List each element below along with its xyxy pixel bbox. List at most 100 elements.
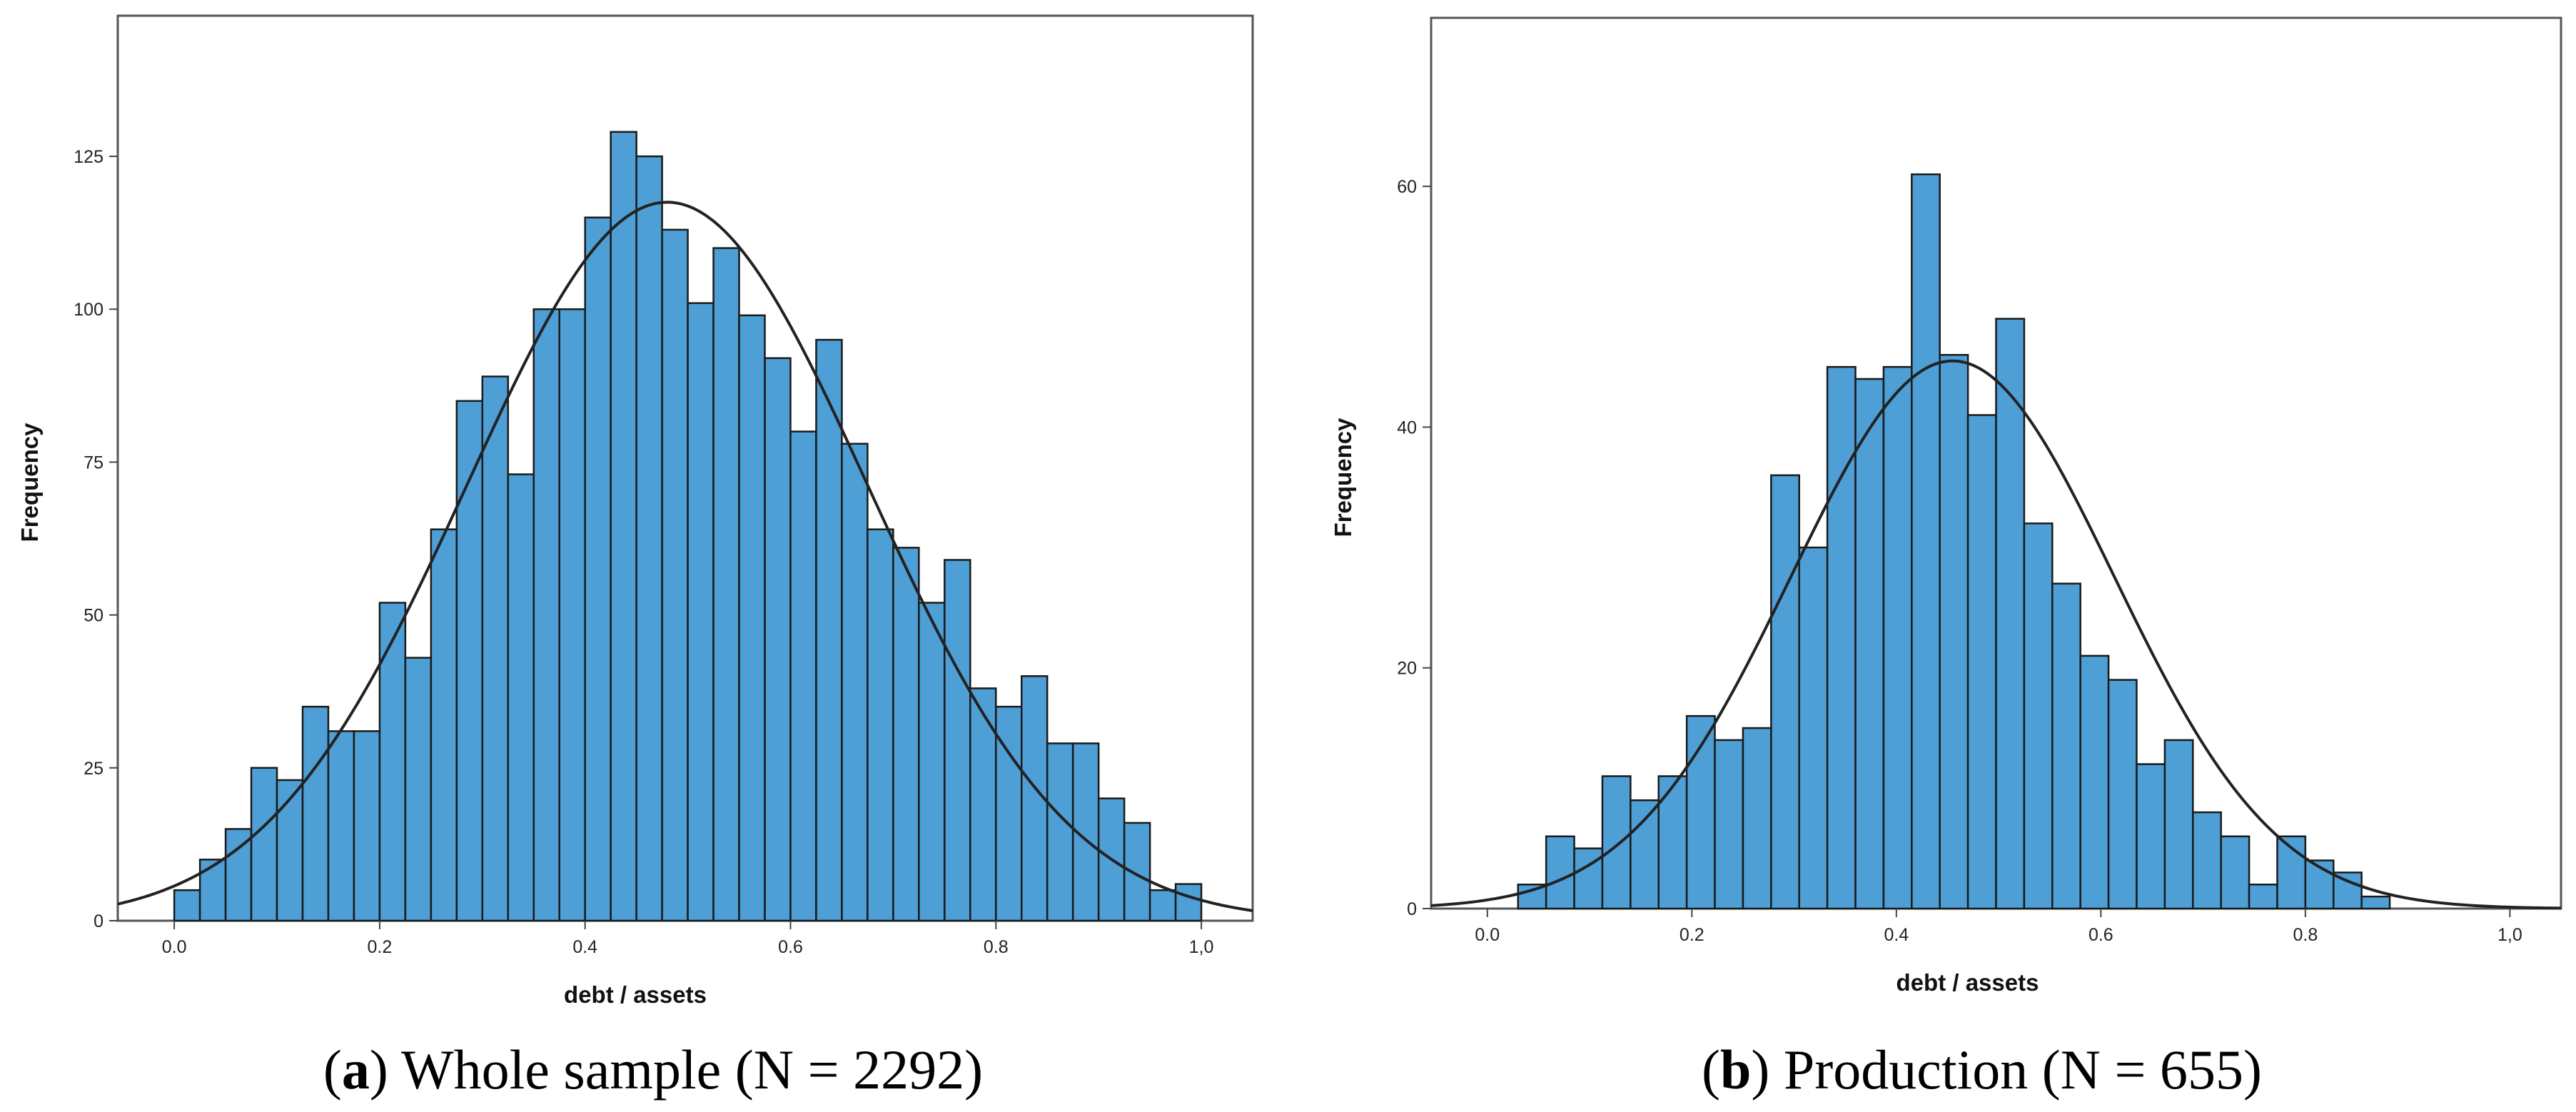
bar-a-5 (301, 705, 330, 922)
bar-a-26 (841, 443, 869, 922)
y-tick-label-a-1: 25 (84, 759, 103, 779)
y-tick-label-a-2: 50 (84, 606, 103, 626)
y-tick-label-b-3: 60 (1397, 177, 1417, 197)
bar-a-9 (404, 657, 433, 922)
bar-b-15 (1939, 353, 1969, 910)
bar-b-30 (2360, 895, 2391, 910)
bar-a-16 (584, 216, 612, 922)
caption-letter-b: b (1720, 1038, 1751, 1101)
bar-a-23 (764, 357, 792, 922)
bar-a-28 (892, 547, 920, 922)
bar-b-20 (2079, 654, 2110, 910)
x-tick-label-b-3: 0.6 (2088, 925, 2113, 945)
y-axis-b: 0 20 40 60 (1397, 177, 1431, 919)
bar-a-0 (173, 889, 201, 922)
bar-b-11 (1826, 365, 1857, 910)
bar-b-9 (1770, 474, 1800, 910)
bar-b-29 (2333, 871, 2363, 910)
bar-a-1 (198, 859, 227, 922)
bar-a-38 (1148, 889, 1177, 922)
x-tick-label-a-3: 0.6 (778, 937, 803, 957)
y-axis-title-b: Frequency (1330, 418, 1356, 537)
caption-text-b: ) Production (N = 655) (1751, 1038, 2262, 1101)
x-tick-label-b-5: 1,0 (2497, 925, 2522, 945)
x-tick-label-b-2: 0.4 (1884, 925, 1909, 945)
bar-b-25 (2220, 835, 2251, 910)
bar-a-2 (224, 828, 253, 922)
bar-a-15 (558, 308, 586, 922)
caption-text-a: ) Whole sample (N = 2292) (370, 1038, 983, 1101)
bar-a-18 (635, 155, 663, 922)
bar-b-24 (2192, 811, 2222, 910)
y-axis-title-a: Frequency (16, 423, 43, 542)
bar-a-6 (327, 730, 355, 922)
bar-b-10 (1798, 546, 1829, 910)
bar-b-16 (1966, 414, 1997, 910)
bar-a-34 (1046, 742, 1074, 922)
bar-a-29 (918, 602, 946, 922)
bar-b-1 (1545, 835, 1575, 910)
bar-a-3 (250, 767, 278, 922)
normal-curve-a (117, 201, 1253, 912)
caption-letter-a: a (342, 1038, 370, 1101)
y-tick-label-a-5: 125 (74, 147, 103, 167)
bar-a-7 (353, 730, 381, 922)
bar-a-22 (738, 314, 766, 922)
x-tick-label-a-5: 1,0 (1189, 937, 1214, 957)
y-tick-label-b-1: 20 (1397, 659, 1417, 679)
bar-b-13 (1882, 365, 1913, 910)
bar-b-14 (1911, 173, 1941, 910)
bar-b-18 (2023, 522, 2054, 910)
bar-b-3 (1601, 775, 1632, 910)
y-tick-label-b-2: 40 (1397, 418, 1417, 438)
bar-b-21 (2107, 679, 2138, 910)
bar-a-39 (1174, 883, 1203, 922)
x-tick-label-a-1: 0.2 (368, 937, 393, 957)
x-axis-title-a: debt / assets (564, 981, 707, 1008)
bars-b (1517, 173, 2391, 910)
bar-b-26 (2248, 884, 2278, 910)
bar-a-31 (969, 687, 997, 922)
bar-a-13 (507, 473, 535, 922)
y-tick-label-a-4: 100 (74, 300, 103, 320)
x-axis-a: 0.0 0.2 0.4 0.6 0.8 1,0 (162, 921, 1214, 957)
bar-a-21 (712, 247, 740, 922)
caption-b: (b) Production (N = 655) (1702, 1038, 2262, 1101)
y-axis-a: 0 25 50 75 100 125 (74, 147, 118, 931)
bar-b-5 (1657, 775, 1688, 910)
x-tick-label-a-0: 0.0 (162, 937, 187, 957)
caption-a: (a) Whole sample (N = 2292) (323, 1038, 983, 1101)
x-tick-label-a-2: 0.4 (572, 937, 597, 957)
bar-b-12 (1854, 378, 1885, 910)
bar-a-19 (661, 228, 689, 922)
histogram-panel-a: 0 25 50 75 100 125 0.0 0.2 0.4 0.6 0.8 1,0 Frequen… (16, 14, 1254, 1101)
bar-b-2 (1573, 847, 1604, 910)
bar-a-20 (687, 302, 714, 922)
bar-a-11 (455, 400, 484, 922)
y-tick-label-b-0: 0 (1407, 899, 1417, 919)
x-tick-label-b-4: 0.8 (2293, 925, 2318, 945)
bar-a-30 (944, 559, 971, 922)
normal-curve-b (1430, 359, 2562, 910)
bar-b-4 (1630, 799, 1660, 910)
bar-a-4 (276, 779, 304, 922)
caption-open-b: ( (1702, 1038, 1720, 1101)
caption-open-a: ( (323, 1038, 342, 1101)
bar-a-10 (430, 528, 458, 922)
bar-a-8 (378, 602, 407, 922)
bar-a-14 (532, 308, 560, 922)
bar-a-25 (815, 338, 843, 922)
bar-a-24 (789, 430, 817, 922)
x-tick-label-b-0: 0.0 (1475, 925, 1500, 945)
bar-b-23 (2163, 739, 2194, 910)
bar-a-37 (1123, 822, 1151, 922)
x-axis-title-b: debt / assets (1896, 969, 2039, 996)
bar-b-22 (2136, 763, 2166, 910)
x-tick-label-b-1: 0.2 (1680, 925, 1704, 945)
bar-b-19 (2051, 582, 2081, 910)
x-tick-label-a-4: 0.8 (984, 937, 1009, 957)
bar-a-27 (867, 528, 894, 922)
bar-b-8 (1742, 727, 1772, 910)
y-tick-label-a-0: 0 (94, 911, 103, 931)
